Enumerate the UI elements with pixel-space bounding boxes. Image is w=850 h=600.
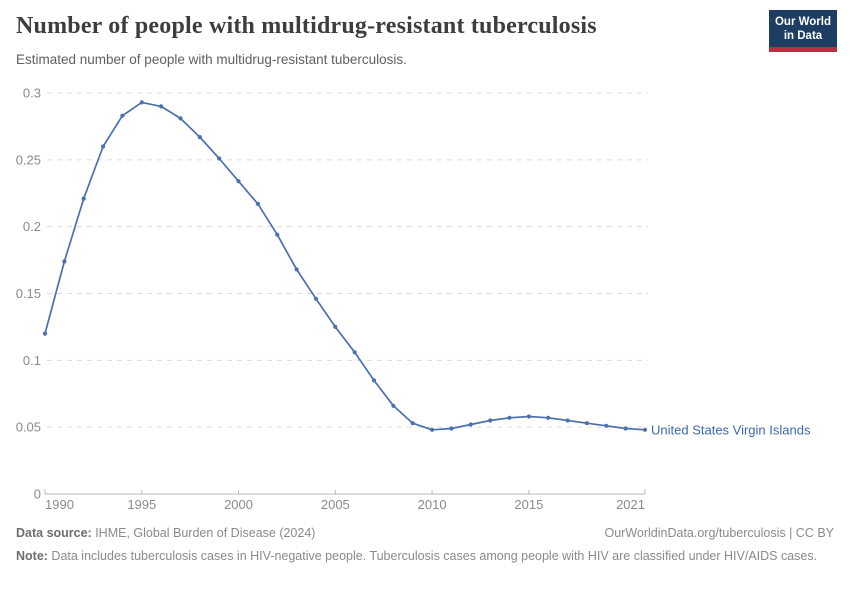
x-tick-label: 2005 — [321, 497, 350, 512]
data-point — [430, 427, 435, 432]
y-tick-label: 0.3 — [23, 86, 41, 101]
y-tick-label: 0.05 — [16, 420, 41, 435]
x-tick-label: 2021 — [616, 497, 645, 512]
data-point — [584, 421, 590, 426]
data-point — [313, 296, 319, 301]
data-point — [333, 324, 338, 329]
data-source-label: Data source: — [16, 526, 92, 540]
data-point — [642, 427, 648, 432]
data-source: Data source: IHME, Global Burden of Dise… — [16, 526, 315, 540]
data-point — [101, 144, 106, 149]
data-point — [546, 415, 551, 420]
data-point — [217, 156, 222, 161]
x-tick-label: 1990 — [45, 497, 74, 512]
data-point — [236, 179, 241, 184]
y-tick-label: 0.2 — [23, 219, 41, 234]
data-point — [294, 267, 299, 272]
data-point — [178, 116, 183, 121]
y-tick-label: 0 — [34, 487, 41, 502]
chart-subtitle: Estimated number of people with multidru… — [16, 52, 407, 67]
attribution-link: OurWorldinData.org/tuberculosis | CC BY — [604, 526, 835, 540]
data-point — [604, 423, 609, 428]
data-point — [565, 418, 570, 423]
data-point — [507, 415, 512, 420]
data-point — [391, 403, 396, 408]
x-tick-label: 2010 — [418, 497, 447, 512]
note-text: Data includes tuberculosis cases in HIV-… — [47, 549, 818, 563]
data-point — [371, 378, 377, 383]
data-point — [42, 331, 48, 336]
data-point — [410, 421, 415, 426]
line-chart: 0 0.05 0.1 0.15 0.2 0.25 0.3 1990 1995 2000 2005 20… — [16, 86, 811, 513]
data-point — [623, 426, 628, 431]
series-label: United States Virgin Islands — [651, 422, 811, 437]
data-point — [468, 422, 473, 427]
data-point — [139, 100, 144, 105]
note-label: Note: — [16, 549, 48, 563]
data-point — [275, 232, 280, 237]
owid-logo-line2: in Data — [783, 30, 823, 42]
x-tick-label: 2000 — [224, 497, 253, 512]
data-point — [526, 414, 532, 419]
y-tick-label: 0.1 — [23, 353, 41, 368]
data-point — [62, 259, 67, 264]
page-title: Number of people with multidrug-resistan… — [16, 13, 597, 39]
data-source-text: IHME, Global Burden of Disease (2024) — [91, 526, 316, 540]
chart-footer: Data source: IHME, Global Burden of Dise… — [16, 526, 834, 566]
y-tick-label: 0.25 — [16, 152, 41, 167]
owid-logo-line1: Our World — [774, 16, 831, 28]
data-point — [449, 426, 454, 431]
data-point — [159, 104, 164, 109]
y-tick-label: 0.15 — [16, 286, 41, 301]
data-point — [352, 350, 357, 355]
data-point — [255, 201, 260, 206]
data-point — [81, 196, 86, 201]
x-tick-label: 1995 — [127, 497, 156, 512]
x-tick-label: 2015 — [514, 497, 543, 512]
chart-note: Note: Data includes tuberculosis cases i… — [16, 547, 834, 566]
data-point — [120, 113, 125, 118]
data-point — [488, 418, 493, 423]
data-point — [197, 135, 202, 140]
owid-logo: Our World in Data — [769, 10, 837, 52]
series-line — [44, 101, 646, 431]
